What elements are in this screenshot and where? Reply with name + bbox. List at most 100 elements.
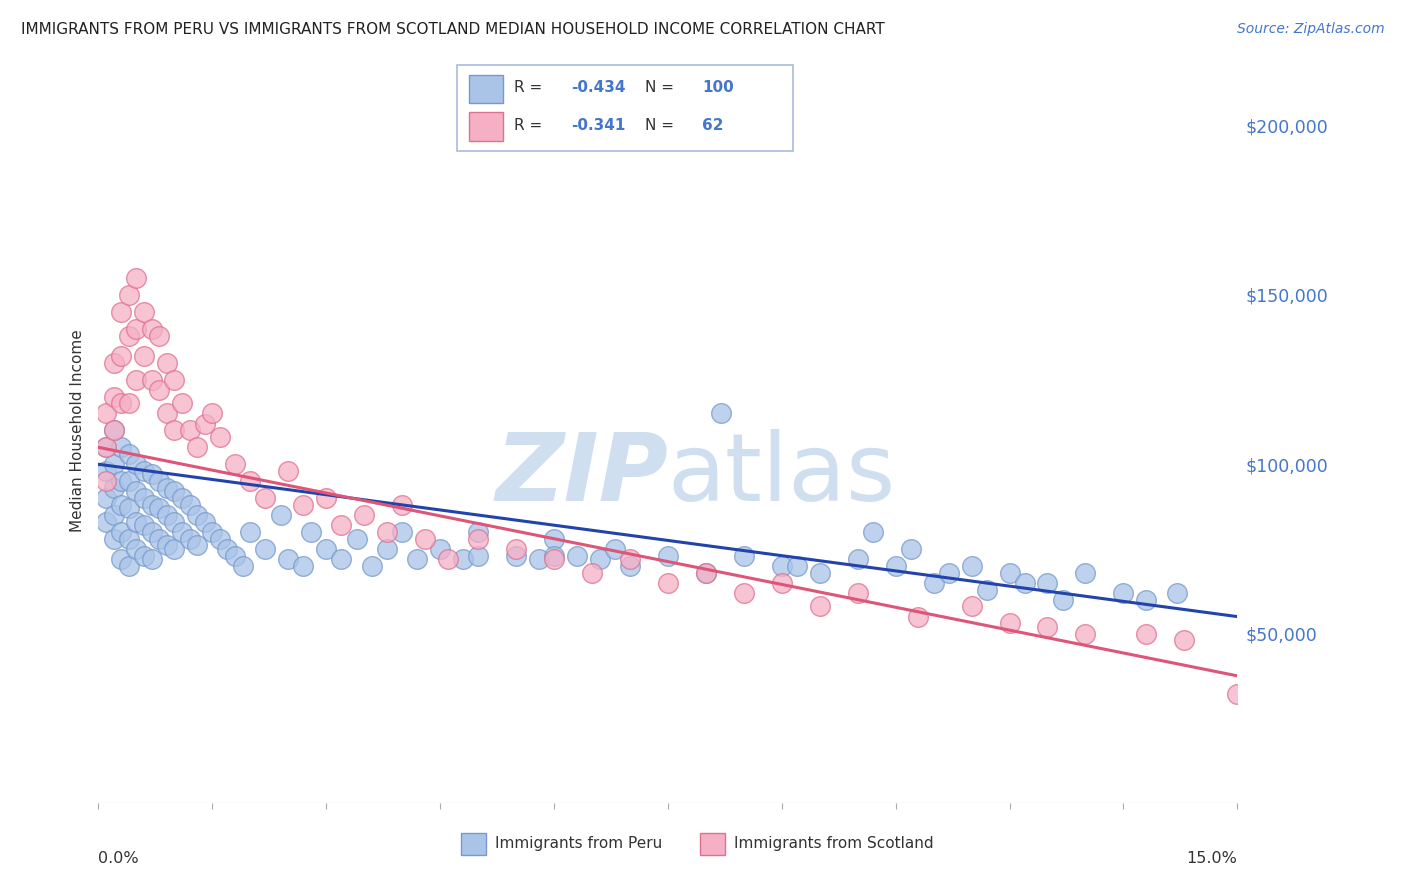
- Point: [451, 552, 474, 566]
- Point: [254, 491, 277, 505]
- Point: [156, 356, 179, 370]
- Point: [733, 549, 755, 563]
- Point: [186, 508, 208, 522]
- Point: [429, 541, 451, 556]
- Point: [292, 558, 315, 573]
- Point: [391, 524, 413, 539]
- Bar: [468, 112, 503, 141]
- Point: [224, 549, 246, 563]
- Point: [208, 430, 231, 444]
- Point: [132, 549, 155, 563]
- Point: [619, 558, 641, 573]
- Point: [118, 396, 141, 410]
- Point: [543, 532, 565, 546]
- Text: N =: N =: [645, 80, 673, 95]
- Point: [270, 508, 292, 522]
- Point: [170, 524, 193, 539]
- Point: [156, 508, 179, 522]
- Point: [156, 407, 179, 421]
- Point: [543, 552, 565, 566]
- Point: [565, 549, 588, 563]
- Point: [110, 440, 132, 454]
- Point: [1074, 626, 1097, 640]
- Point: [179, 532, 201, 546]
- Point: [1074, 566, 1097, 580]
- Point: [1036, 575, 1059, 590]
- Point: [163, 373, 186, 387]
- Point: [346, 532, 368, 546]
- Point: [208, 532, 231, 546]
- Point: [907, 609, 929, 624]
- Point: [148, 532, 170, 546]
- Point: [695, 566, 717, 580]
- Point: [156, 539, 179, 553]
- Text: 0.0%: 0.0%: [98, 851, 139, 866]
- Point: [1226, 688, 1249, 702]
- Bar: [468, 75, 503, 103]
- Point: [299, 524, 322, 539]
- Point: [543, 549, 565, 563]
- Point: [118, 558, 141, 573]
- Point: [505, 549, 527, 563]
- Point: [125, 541, 148, 556]
- Point: [1014, 575, 1036, 590]
- Point: [125, 484, 148, 499]
- Point: [710, 407, 733, 421]
- Point: [170, 396, 193, 410]
- Point: [179, 498, 201, 512]
- Point: [239, 524, 262, 539]
- Point: [125, 515, 148, 529]
- Point: [505, 541, 527, 556]
- Text: N =: N =: [645, 118, 673, 133]
- Point: [413, 532, 436, 546]
- Point: [94, 440, 117, 454]
- Point: [118, 501, 141, 516]
- Point: [194, 417, 217, 431]
- Point: [94, 515, 117, 529]
- Text: IMMIGRANTS FROM PERU VS IMMIGRANTS FROM SCOTLAND MEDIAN HOUSEHOLD INCOME CORRELA: IMMIGRANTS FROM PERU VS IMMIGRANTS FROM …: [21, 22, 884, 37]
- Point: [884, 558, 907, 573]
- Point: [103, 457, 125, 471]
- Point: [846, 586, 869, 600]
- Point: [375, 524, 398, 539]
- Point: [148, 383, 170, 397]
- Point: [156, 481, 179, 495]
- Point: [132, 491, 155, 505]
- Point: [467, 532, 489, 546]
- Point: [657, 575, 679, 590]
- Point: [1166, 586, 1188, 600]
- Text: 100: 100: [702, 80, 734, 95]
- Point: [292, 498, 315, 512]
- Point: [657, 549, 679, 563]
- Point: [695, 566, 717, 580]
- Point: [163, 541, 186, 556]
- Point: [125, 322, 148, 336]
- Text: atlas: atlas: [668, 429, 896, 521]
- Point: [527, 552, 550, 566]
- Point: [163, 484, 186, 499]
- Point: [94, 491, 117, 505]
- Point: [141, 322, 163, 336]
- Text: Immigrants from Peru: Immigrants from Peru: [495, 837, 662, 851]
- Text: R =: R =: [515, 118, 543, 133]
- Point: [194, 515, 217, 529]
- Text: ZIP: ZIP: [495, 429, 668, 521]
- Point: [1135, 592, 1157, 607]
- Point: [375, 541, 398, 556]
- Point: [186, 440, 208, 454]
- Point: [1052, 592, 1074, 607]
- Bar: [461, 832, 485, 855]
- Point: [733, 586, 755, 600]
- Point: [118, 474, 141, 488]
- Point: [110, 498, 132, 512]
- Point: [103, 423, 125, 437]
- Point: [110, 552, 132, 566]
- Point: [1135, 626, 1157, 640]
- Point: [960, 558, 983, 573]
- Point: [118, 532, 141, 546]
- Point: [94, 474, 117, 488]
- Point: [353, 508, 375, 522]
- Point: [110, 524, 132, 539]
- Point: [132, 305, 155, 319]
- Point: [224, 457, 246, 471]
